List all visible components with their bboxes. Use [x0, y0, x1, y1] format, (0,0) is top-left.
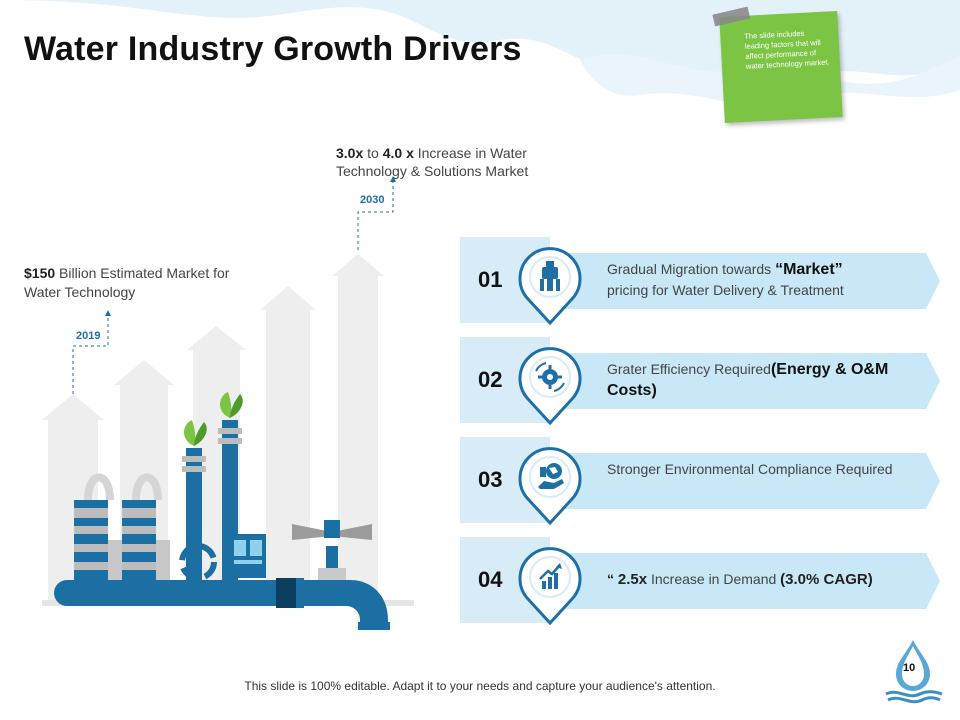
water-tower-icon [518, 243, 582, 326]
driver-text-b: Increase in Demand [647, 571, 781, 587]
market-2019-text: Billion Estimated Market for Water Techn… [24, 265, 230, 300]
arrow-banner [542, 253, 940, 309]
market-2030-label: 3.0x to 4.0 x Increase in Water Technolo… [336, 144, 566, 180]
driver-row-04: 04 “ 2.5x Increase in Demand (3.0% CAGR) [460, 537, 940, 626]
year-2030: 2030 [360, 194, 385, 206]
gear-cycle-icon [518, 343, 582, 426]
driver-number: 03 [478, 467, 503, 492]
driver-highlight-2: (3.0% CAGR) [780, 571, 873, 588]
recycle-icon [179, 543, 217, 581]
driver-text-a: “ [607, 571, 618, 587]
market-2019-label: $150 Billion Estimated Market for Water … [24, 264, 244, 302]
driver-highlight: (Energy & O&M Costs) [607, 361, 889, 399]
arrow-banner [542, 553, 940, 609]
driver-text-a: Gradual Migration towards [607, 261, 776, 277]
to-text: to [363, 145, 383, 161]
page-number: 10 [903, 662, 916, 674]
driver-highlight: “Market” [775, 261, 843, 278]
value-150: $150 [24, 265, 56, 281]
driver-row-03: 03 Stronger Environmental Compliance Req… [460, 437, 940, 526]
filter-boxes [230, 534, 266, 578]
driver-number: 01 [478, 267, 503, 292]
arrow-banner [542, 453, 940, 509]
growth-chart-icon [518, 543, 582, 626]
driver-number: 04 [478, 567, 503, 592]
driver-text: Grater Efficiency Required(Energy & O&M … [607, 359, 907, 401]
driver-text-a: Stronger Environmental Compliance Requir… [607, 461, 893, 477]
driver-text-a: Grater Efficiency Required [607, 361, 771, 377]
distillation-columns [74, 473, 170, 580]
footer-text: This slide is 100% editable. Adapt it to… [244, 679, 716, 693]
driver-number: 02 [478, 367, 503, 392]
year-2019: 2019 [76, 330, 101, 342]
value-3x: 3.0x [336, 145, 364, 161]
page-title: Water Industry Growth Drivers [24, 30, 522, 68]
driver-row-01: 01 Gradual Migration towards “Market” pr… [460, 237, 940, 326]
main-pipe [54, 520, 390, 630]
driver-highlight: 2.5x [617, 571, 648, 588]
driver-text: Stronger Environmental Compliance Requir… [607, 459, 907, 479]
globe-hand-icon [518, 443, 582, 526]
driver-text: “ 2.5x Increase in Demand (3.0% CAGR) [607, 569, 907, 590]
water-drop-icon [885, 640, 943, 704]
market-2030-text: Increase in Water Technology & Solutions… [336, 145, 529, 179]
driver-text-b: pricing for Water Delivery & Treatment [607, 282, 844, 298]
value-4x: 4.0 x [382, 145, 414, 161]
arrow-banner [542, 353, 940, 409]
driver-row-02: 02 Grater Efficiency Required(Energy & O… [460, 337, 940, 426]
driver-text: Gradual Migration towards “Market” prici… [607, 259, 907, 300]
